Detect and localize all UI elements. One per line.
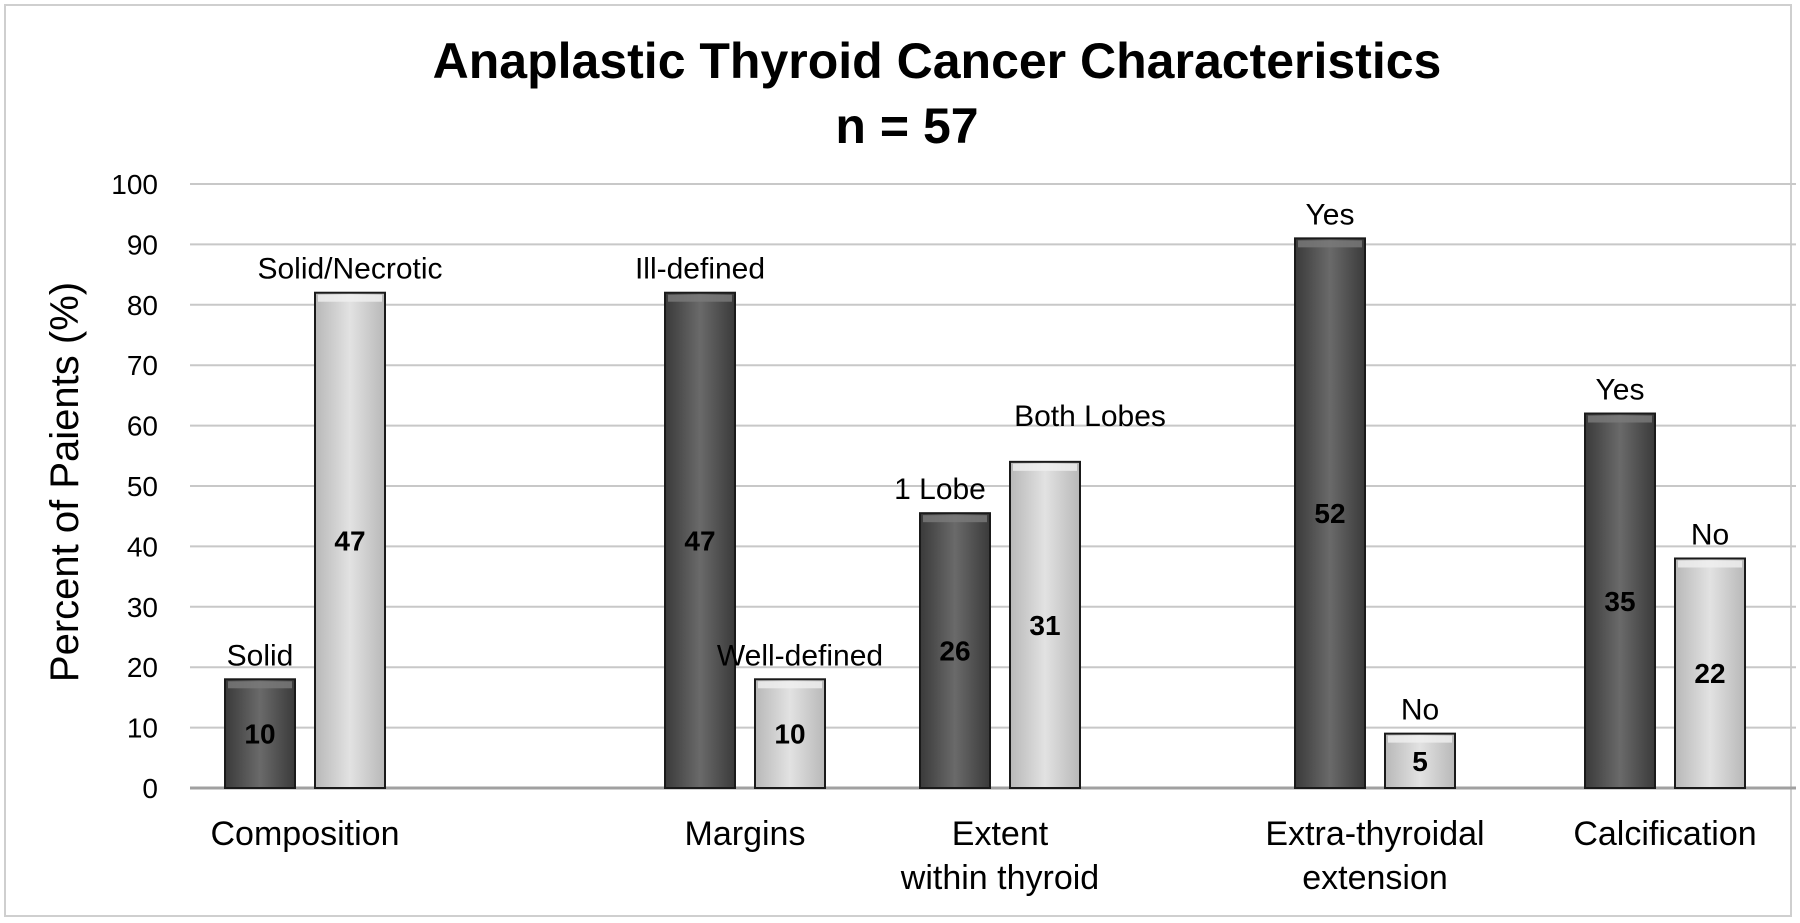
- bar-light: [1009, 460, 1081, 789]
- bar-category-label: Well-defined: [717, 639, 883, 672]
- chart-subtitle: n = 57: [835, 98, 978, 154]
- x-category-labels: Composition Margins Extent within thyroid Ex…: [211, 815, 1757, 897]
- bar-value-label: 52: [1314, 498, 1345, 529]
- bar-dark: [664, 291, 736, 789]
- bar-light: [314, 291, 386, 789]
- bar-dark: [1584, 412, 1656, 789]
- y-tick-label: 20: [127, 652, 158, 683]
- bar-bevel: [668, 294, 732, 302]
- bar-value-label: 26: [939, 636, 970, 667]
- bar-light: [754, 678, 826, 790]
- bar-labels: 10 Solid 47 Solid/Necrotic 47 Ill-defined 10 We…: [227, 198, 1730, 776]
- y-tick-labels: 0 10 20 30 40 50 60 70 80 90 100: [111, 169, 158, 804]
- y-axis-label: Percent of Paients (%): [43, 282, 87, 682]
- bar-category-label: 1 Lobe: [894, 473, 986, 506]
- x-category-label: Extent: [952, 815, 1049, 853]
- x-category-label: extension: [1302, 859, 1448, 897]
- y-tick-label: 40: [127, 531, 158, 562]
- bar-dark: [1294, 237, 1366, 790]
- y-tick-label: 70: [127, 350, 158, 381]
- bar-value-label: 22: [1694, 658, 1725, 689]
- y-tick-label: 100: [111, 169, 158, 200]
- x-category-label: Composition: [211, 815, 400, 853]
- x-category-label: Extra-thyroidal: [1265, 815, 1484, 853]
- bar-bevel: [1013, 463, 1077, 471]
- bar-category-label: Yes: [1596, 374, 1645, 407]
- y-tick-label: 0: [142, 773, 158, 804]
- bar-category-label: Yes: [1306, 198, 1355, 231]
- y-tick-label: 60: [127, 411, 158, 442]
- bar-category-label: No: [1691, 518, 1729, 551]
- bar-value-label: 10: [244, 719, 275, 750]
- chart-title: Anaplastic Thyroid Cancer Characteristic…: [433, 33, 1442, 89]
- y-tick-label: 10: [127, 713, 158, 744]
- chart-frame: [4, 4, 1792, 917]
- x-category-label: within thyroid: [900, 859, 1099, 897]
- gridlines: [190, 183, 1796, 790]
- bar-value-label: 47: [684, 525, 715, 556]
- bar-category-label: Solid: [227, 639, 294, 672]
- bar-category-label: Ill-defined: [635, 253, 765, 286]
- bar-category-label: No: [1401, 694, 1439, 727]
- bar-light: [1674, 557, 1746, 789]
- bar-category-label: Solid/Necrotic: [257, 253, 442, 286]
- bar-light: [1384, 732, 1456, 790]
- bar-dark: [224, 678, 296, 790]
- bar-bevel: [1298, 240, 1362, 248]
- bar-dark: [919, 512, 991, 789]
- y-tick-label: 80: [127, 290, 158, 321]
- y-tick-label: 50: [127, 471, 158, 502]
- x-category-label: Margins: [685, 815, 806, 853]
- bar-bevel: [1388, 735, 1452, 743]
- bar-bevel: [1588, 415, 1652, 423]
- bar-category-label: Both Lobes: [1014, 400, 1166, 433]
- bars: [224, 237, 1746, 790]
- bar-value-label: 47: [334, 525, 365, 556]
- bar-bevel: [923, 515, 987, 523]
- x-category-label: Calcification: [1573, 815, 1756, 853]
- bar-bevel: [318, 294, 382, 302]
- bar-bevel: [758, 681, 822, 689]
- bar-value-label: 35: [1604, 586, 1635, 617]
- bar-bevel: [228, 681, 292, 689]
- y-tick-label: 30: [127, 592, 158, 623]
- bar-bevel: [1678, 560, 1742, 568]
- bar-value-label: 5: [1412, 746, 1428, 777]
- bar-value-label: 31: [1029, 610, 1060, 641]
- bar-value-label: 10: [774, 719, 805, 750]
- y-tick-label: 90: [127, 229, 158, 260]
